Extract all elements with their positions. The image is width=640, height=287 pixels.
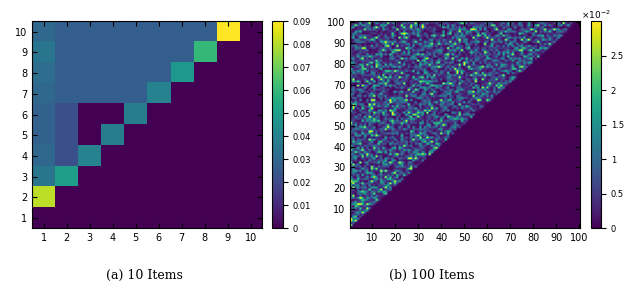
Text: (b) 100 Items: (b) 100 Items — [389, 269, 475, 282]
Title: $\times10^{-2}$: $\times10^{-2}$ — [581, 8, 611, 21]
Text: (a) 10 Items: (a) 10 Items — [106, 269, 182, 282]
